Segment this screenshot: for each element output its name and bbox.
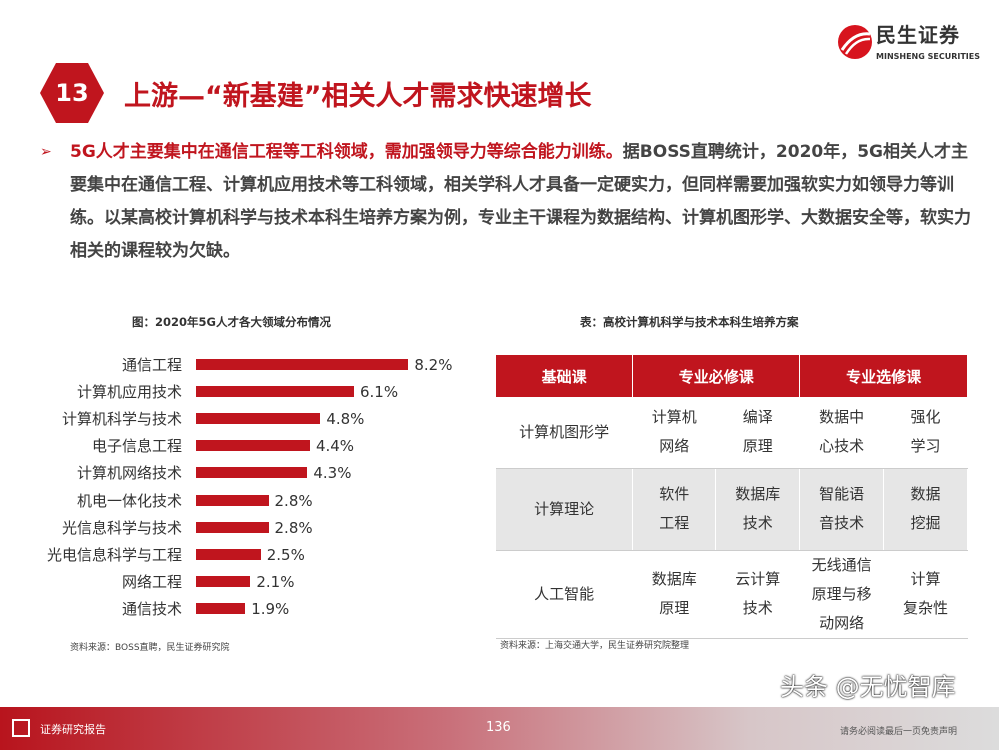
book-icon (12, 719, 30, 737)
bar-row: 光电信息科学与工程 2.5% (0, 545, 480, 565)
page-number: 136 (486, 720, 511, 735)
value-label: 2.1% (256, 572, 295, 591)
value-label: 2.8% (274, 518, 313, 537)
value-label: 2.5% (266, 545, 305, 564)
bar (196, 602, 246, 614)
bar (196, 521, 269, 533)
bar-row: 机电一体化技术 2.8% (0, 491, 480, 511)
table-cell: 计算机 网络 (632, 397, 717, 469)
logo-text-en: MINSHENG SECURITIES (876, 52, 980, 61)
category-label: 计算机科学与技术 (61, 410, 182, 429)
bar (196, 548, 261, 560)
header-required: 专业必修课 (632, 355, 801, 397)
bullet-text: 据BOSS直聘统计，2020年，5G相关人才主要集中在通信工程、计算机应用技术等… (70, 142, 971, 261)
watermark: 头条 @无忧智库 (780, 673, 956, 701)
category-label: 光电信息科学与工程 (46, 545, 182, 564)
value-label: 8.2% (414, 356, 453, 374)
bar-row: 计算机应用技术 6.1% (0, 382, 480, 402)
table-cell: 数据库 原理 (632, 550, 717, 639)
bar-row: 计算机网络技术 4.3% (0, 463, 480, 483)
table-cell: 无线通信 原理与移 动网络 (799, 550, 885, 639)
table-cell: 数据中 心技术 (799, 397, 885, 469)
table-cell: 云计算 技术 (715, 550, 801, 639)
bar (196, 494, 269, 506)
footer-bar (0, 707, 999, 750)
bullet-highlight: 5G人才主要集中在通信工程等工科领域，需加强领导力等综合能力训练。 (70, 142, 623, 162)
category-label: 计算机网络技术 (76, 464, 182, 483)
bar (196, 359, 409, 370)
bar (196, 386, 354, 398)
value-label: 6.1% (359, 383, 399, 402)
header-basic: 基础课 (496, 355, 634, 397)
bar (196, 575, 251, 587)
bullet-paragraph: ➢ 5G人才主要集中在通信工程等工科领域，需加强领导力等综合能力训练。据BOSS… (40, 136, 975, 268)
category-label: 电子信息工程 (91, 437, 182, 456)
table-cell: 智能语 音技术 (799, 468, 885, 551)
category-label: 光信息科学与技术 (61, 518, 182, 537)
bar-row: 网络工程 2.1% (0, 572, 480, 592)
table-cell: 软件 工程 (632, 468, 717, 551)
bar-chart: 通信工程 8.2% 计算机应用技术 6.1% 计算机科学与技术 4.8% 电子信息工程 4.4… (0, 355, 480, 625)
category-label: 机电一体化技术 (76, 491, 182, 510)
footer-label: 证券研究报告 (40, 723, 106, 736)
table-cell: 数据库 技术 (715, 468, 801, 551)
category-label: 网络工程 (121, 572, 182, 591)
slide-number-badge (40, 63, 104, 123)
table-cell: 数据 挖掘 (883, 468, 968, 551)
value-label: 4.8% (326, 410, 365, 429)
bar-row: 通信技术 1.9% (0, 599, 480, 619)
bar-row: 电子信息工程 4.4% (0, 436, 480, 456)
table-cell: 计算 复杂性 (883, 550, 968, 639)
bar-row: 计算机科学与技术 4.8% (0, 409, 480, 429)
chart-source: 资料来源：BOSS直聘，民生证券研究院 (70, 643, 230, 653)
table-row: 计算理论 软件 工程 数据库 技术 智能语 音技术 数据 挖掘 (496, 468, 968, 551)
chart-title: 图：2020年5G人才各大领域分布情况 (132, 315, 331, 329)
bar-row: 通信工程 8.2% (0, 355, 480, 375)
minsheng-logo-icon (838, 25, 872, 59)
disclaimer: 请务必阅读最后一页免责声明 (840, 727, 958, 737)
category-label: 计算机应用技术 (76, 383, 182, 402)
value-label: 1.9% (251, 599, 290, 618)
value-label: 4.4% (315, 437, 355, 456)
value-label: 2.8% (274, 491, 313, 510)
table-cell: 强化 学习 (883, 397, 968, 469)
slide-number: 13 (55, 79, 89, 107)
arrow-bullet-icon: ➢ (40, 144, 52, 160)
bar (196, 413, 321, 425)
table-cell: 计算机图形学 (496, 397, 634, 469)
table-row: 人工智能 数据库 原理 云计算 技术 无线通信 原理与移 动网络 计算 复杂性 (496, 550, 968, 639)
table-source: 资料来源：上海交通大学，民生证券研究院整理 (500, 641, 690, 651)
bar-row: 光信息科学与技术 2.8% (0, 518, 480, 538)
table-row: 计算机图形学 计算机 网络 编译 原理 数据中 心技术 强化 学习 (496, 397, 968, 469)
category-label: 通信工程 (121, 356, 182, 374)
bar (196, 467, 308, 479)
table-cell: 计算理论 (496, 468, 634, 551)
page-title: 上游—“新基建”相关人才需求快速增长 (124, 81, 592, 112)
value-label: 4.3% (313, 464, 352, 483)
header-elective: 专业选修课 (799, 355, 968, 397)
table-cell: 编译 原理 (715, 397, 801, 469)
table-cell: 人工智能 (496, 550, 634, 639)
category-label: 通信技术 (121, 599, 182, 618)
bar (196, 440, 310, 452)
logo-text-cn: 民生证券 (876, 23, 960, 47)
curriculum-table: 基础课 专业必修课 专业选修课 计算机图形学 计算机 网络 编译 原理 数据中 心技术 强化… (496, 355, 968, 639)
table-caption: 表：高校计算机科学与技术本科生培养方案 (580, 315, 799, 329)
